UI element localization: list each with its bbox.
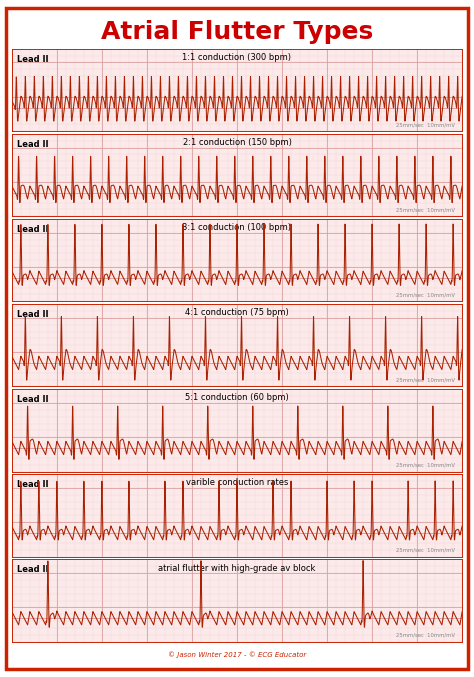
Text: Lead II: Lead II [17,310,49,319]
Text: 25mm/sec  10mm/mV: 25mm/sec 10mm/mV [396,462,456,467]
Text: Lead II: Lead II [17,565,49,574]
Text: 25mm/sec  10mm/mV: 25mm/sec 10mm/mV [396,207,456,212]
Text: Lead II: Lead II [17,139,49,149]
Text: atrial flutter with high-grade av block: atrial flutter with high-grade av block [158,563,316,573]
Text: Atrial Flutter Types: Atrial Flutter Types [101,20,373,44]
Text: 2:1 conduction (150 bpm): 2:1 conduction (150 bpm) [182,138,292,147]
Text: Lead II: Lead II [17,55,49,64]
Text: Lead II: Lead II [17,480,49,489]
Text: 1:1 conduction (300 bpm): 1:1 conduction (300 bpm) [182,53,292,62]
Text: 5:1 conduction (60 bpm): 5:1 conduction (60 bpm) [185,393,289,402]
Text: © Jason Winter 2017 - © ECG Educator: © Jason Winter 2017 - © ECG Educator [168,651,306,658]
Text: 25mm/sec  10mm/mV: 25mm/sec 10mm/mV [396,377,456,383]
Text: Lead II: Lead II [17,395,49,404]
Text: Lead II: Lead II [17,225,49,234]
Text: 3:1 conduction (100 bpm): 3:1 conduction (100 bpm) [182,223,292,232]
Text: varible conduction rates: varible conduction rates [186,479,288,487]
Text: 25mm/sec  10mm/mV: 25mm/sec 10mm/mV [396,292,456,297]
Text: 25mm/sec  10mm/mV: 25mm/sec 10mm/mV [396,122,456,127]
Text: 25mm/sec  10mm/mV: 25mm/sec 10mm/mV [396,633,456,638]
Text: 25mm/sec  10mm/mV: 25mm/sec 10mm/mV [396,548,456,552]
Text: 4:1 conduction (75 bpm): 4:1 conduction (75 bpm) [185,308,289,318]
